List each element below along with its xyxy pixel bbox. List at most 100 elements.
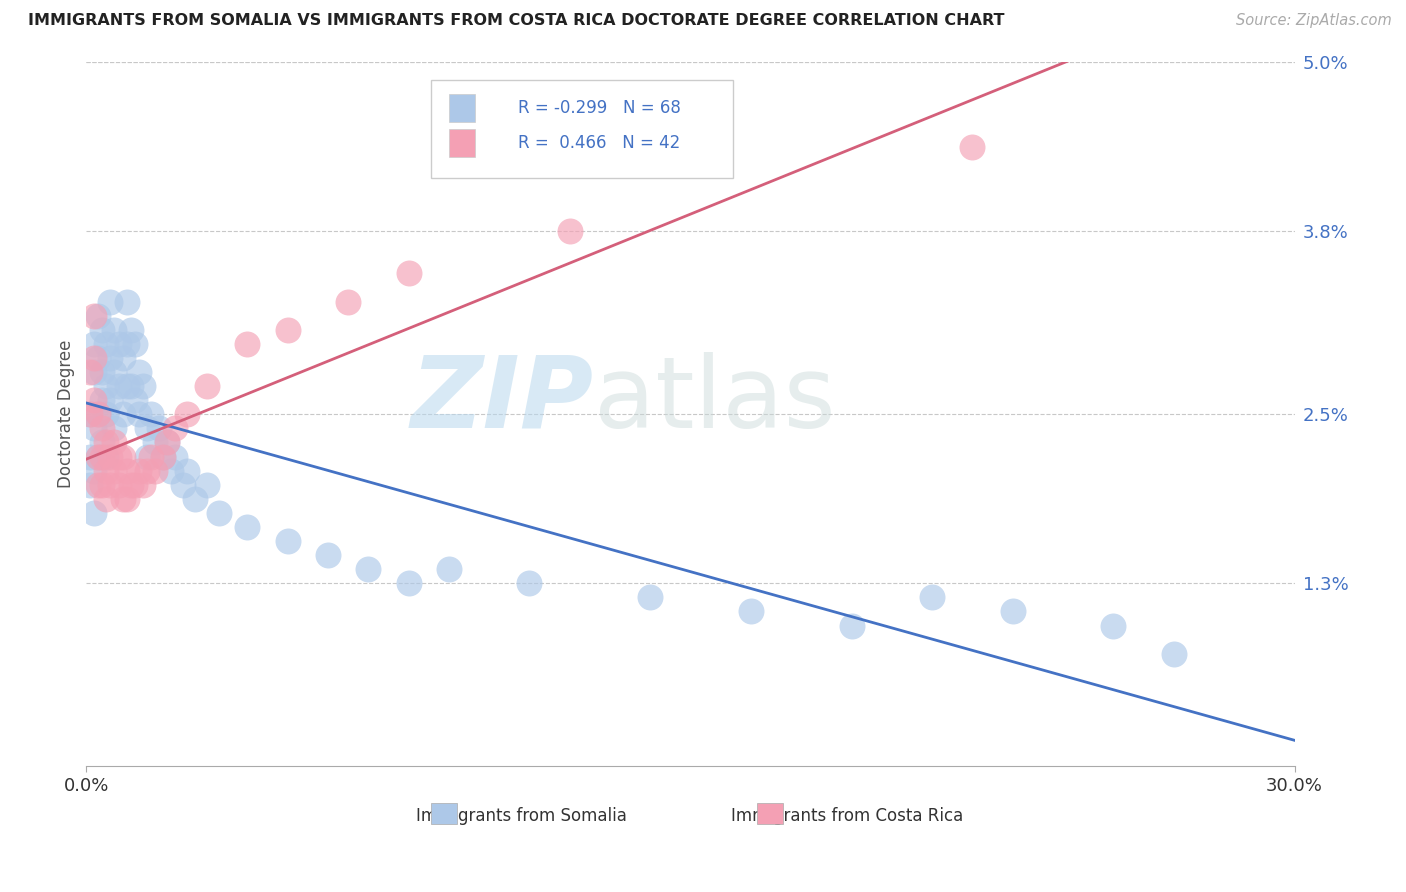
Point: [124, 393, 146, 408]
Point: [96, 450, 118, 464]
Point: [195, 477, 218, 491]
Point: [100, 351, 122, 365]
Point: [115, 464, 138, 478]
Point: [107, 336, 129, 351]
Point: [184, 491, 207, 506]
Text: R = -0.299   N = 68: R = -0.299 N = 68: [517, 99, 681, 117]
Point: [152, 450, 174, 464]
FancyBboxPatch shape: [449, 94, 475, 122]
Point: [83, 365, 105, 379]
Point: [79, 407, 101, 421]
Point: [128, 365, 150, 379]
Point: [638, 591, 661, 605]
Point: [91, 323, 114, 337]
Point: [398, 576, 420, 591]
FancyBboxPatch shape: [449, 129, 475, 157]
FancyBboxPatch shape: [756, 803, 783, 824]
Point: [156, 435, 179, 450]
Point: [87, 309, 110, 323]
Point: [96, 435, 118, 450]
Point: [79, 477, 101, 491]
Point: [962, 139, 984, 153]
Point: [131, 379, 153, 393]
Point: [176, 407, 198, 421]
Point: [91, 477, 114, 491]
Point: [337, 294, 360, 309]
Point: [517, 576, 540, 591]
Point: [91, 421, 114, 435]
Point: [115, 491, 138, 506]
Point: [160, 464, 183, 478]
Point: [163, 450, 186, 464]
FancyBboxPatch shape: [430, 803, 457, 824]
Point: [87, 477, 110, 491]
Point: [103, 323, 125, 337]
Point: [79, 450, 101, 464]
Point: [79, 365, 101, 379]
Point: [87, 450, 110, 464]
Point: [115, 379, 138, 393]
Text: R =  0.466   N = 42: R = 0.466 N = 42: [517, 134, 681, 153]
Point: [115, 294, 138, 309]
Point: [100, 294, 122, 309]
Point: [100, 393, 122, 408]
Point: [100, 450, 122, 464]
Point: [111, 407, 134, 421]
Point: [83, 309, 105, 323]
Text: Immigrants from Costa Rica: Immigrants from Costa Rica: [731, 806, 963, 825]
Point: [96, 407, 118, 421]
Point: [120, 477, 142, 491]
Point: [437, 562, 460, 576]
Point: [558, 224, 581, 238]
Point: [96, 491, 118, 506]
Point: [195, 379, 218, 393]
Point: [91, 435, 114, 450]
Point: [128, 407, 150, 421]
Point: [96, 379, 118, 393]
Point: [83, 351, 105, 365]
Point: [135, 464, 157, 478]
Point: [83, 336, 105, 351]
Point: [91, 450, 114, 464]
Point: [120, 323, 142, 337]
Point: [96, 464, 118, 478]
Point: [236, 520, 259, 534]
Text: IMMIGRANTS FROM SOMALIA VS IMMIGRANTS FROM COSTA RICA DOCTORATE DEGREE CORRELATI: IMMIGRANTS FROM SOMALIA VS IMMIGRANTS FR…: [28, 13, 1005, 29]
Point: [921, 591, 943, 605]
Point: [115, 336, 138, 351]
Point: [91, 393, 114, 408]
Point: [83, 506, 105, 520]
Point: [139, 450, 162, 464]
Point: [135, 421, 157, 435]
Point: [103, 464, 125, 478]
Point: [143, 435, 166, 450]
Point: [111, 450, 134, 464]
Point: [1001, 604, 1024, 618]
Point: [208, 506, 231, 520]
Point: [172, 477, 194, 491]
Text: Source: ZipAtlas.com: Source: ZipAtlas.com: [1236, 13, 1392, 29]
Point: [148, 421, 170, 435]
FancyBboxPatch shape: [430, 79, 733, 178]
Point: [87, 407, 110, 421]
Point: [120, 379, 142, 393]
Point: [87, 407, 110, 421]
Point: [176, 464, 198, 478]
Point: [156, 435, 179, 450]
Point: [152, 450, 174, 464]
Point: [83, 421, 105, 435]
Point: [740, 604, 762, 618]
Point: [103, 421, 125, 435]
Point: [357, 562, 380, 576]
Point: [135, 450, 157, 464]
Point: [143, 464, 166, 478]
Point: [398, 267, 420, 281]
Point: [87, 351, 110, 365]
Point: [277, 323, 299, 337]
Point: [1163, 647, 1185, 661]
Point: [124, 336, 146, 351]
Point: [107, 477, 129, 491]
Point: [79, 407, 101, 421]
Point: [111, 351, 134, 365]
Text: atlas: atlas: [593, 351, 835, 449]
